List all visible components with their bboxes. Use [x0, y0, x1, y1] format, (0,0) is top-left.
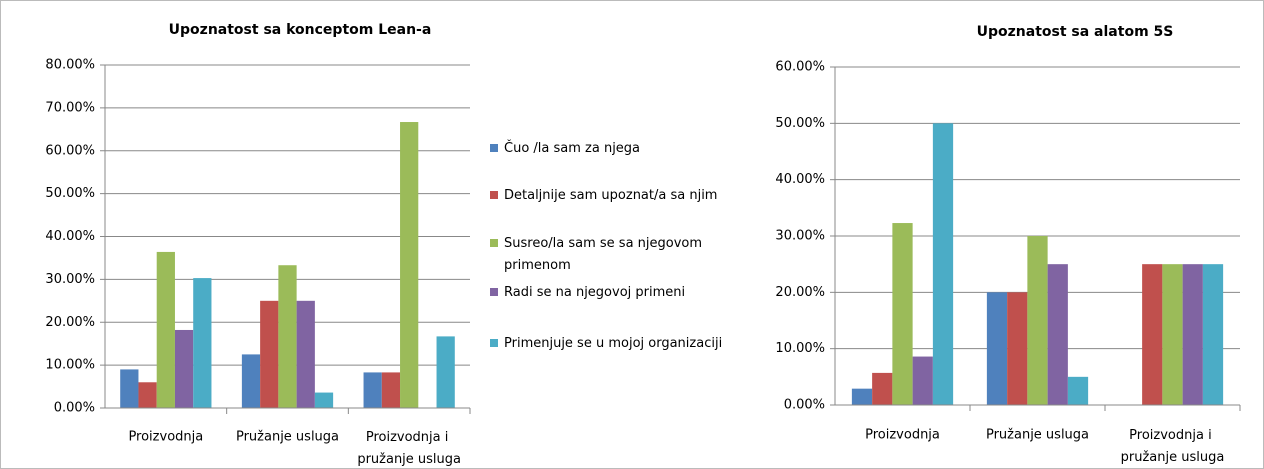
bar: [278, 265, 297, 408]
x-tick-label: Proizvodnja i pružanje usluga: [1121, 428, 1225, 465]
bar: [193, 278, 212, 408]
bar: [400, 122, 419, 409]
bar: [986, 292, 1008, 405]
bar: [138, 382, 157, 408]
bar: [156, 251, 175, 408]
bar: [872, 372, 893, 405]
legend-swatch: [490, 191, 498, 199]
y-tick-label: 60.00%: [45, 143, 95, 158]
y-tick-label: 20.00%: [45, 315, 95, 330]
y-tick-label: 0.00%: [54, 401, 95, 416]
bar: [912, 356, 933, 405]
y-tick-label: 0.00%: [784, 398, 825, 413]
legend-swatch: [490, 239, 498, 247]
legend-label: Čuo /la sam za njega: [504, 140, 640, 156]
bar: [1202, 264, 1224, 405]
y-tick-label: 40.00%: [45, 229, 95, 244]
bar: [260, 300, 279, 408]
y-tick-label: 70.00%: [45, 100, 95, 115]
y-tick-label: 80.00%: [45, 58, 95, 73]
bar: [1027, 236, 1048, 405]
y-tick-label: 60.00%: [775, 60, 825, 75]
bar: [1007, 292, 1028, 405]
y-tick-label: 30.00%: [45, 272, 95, 287]
bar: [1182, 264, 1203, 405]
bar: [296, 300, 315, 408]
legend-label: Primenjuje se u mojoj organizaciji: [504, 336, 722, 351]
y-tick-label: 50.00%: [775, 116, 825, 131]
bar: [314, 392, 334, 408]
legend-swatch: [490, 339, 498, 347]
x-tick-label: Proizvodnja i pružanje usluga: [357, 430, 461, 467]
x-tick-label: Proizvodnja: [128, 430, 203, 445]
bar: [1047, 264, 1068, 405]
y-tick-label: 10.00%: [775, 341, 825, 356]
chart-title: Upoznatost sa konceptom Lean-a: [169, 22, 432, 38]
bar: [1142, 264, 1163, 405]
bar: [381, 372, 401, 408]
y-tick-label: 50.00%: [45, 186, 95, 201]
x-tick-label: Pružanje usluga: [986, 428, 1089, 443]
y-tick-label: 10.00%: [45, 358, 95, 373]
y-tick-label: 30.00%: [775, 229, 825, 244]
bar: [892, 223, 913, 405]
bar: [1067, 376, 1089, 405]
legend-swatch: [490, 144, 498, 152]
bar: [932, 123, 954, 405]
bar: [241, 354, 261, 408]
bar: [1162, 264, 1183, 405]
legend-label: Detaljnije sam upoznat/a sa njim: [504, 188, 717, 203]
legend-label: Radi se na njegovoj primeni: [504, 285, 685, 300]
bar: [120, 369, 139, 408]
x-tick-label: Pružanje usluga: [236, 430, 339, 445]
y-tick-label: 40.00%: [775, 172, 825, 187]
bar: [436, 336, 455, 408]
bar: [363, 372, 382, 408]
x-tick-label: Proizvodnja: [865, 428, 940, 443]
legend-swatch: [490, 288, 498, 296]
bar: [174, 329, 194, 408]
legend-label: Susreo/la sam se sa njegovom primenom: [504, 236, 706, 273]
chart-title: Upoznatost sa alatom 5S: [977, 24, 1174, 40]
y-tick-label: 20.00%: [775, 285, 825, 300]
bar: [851, 388, 873, 405]
